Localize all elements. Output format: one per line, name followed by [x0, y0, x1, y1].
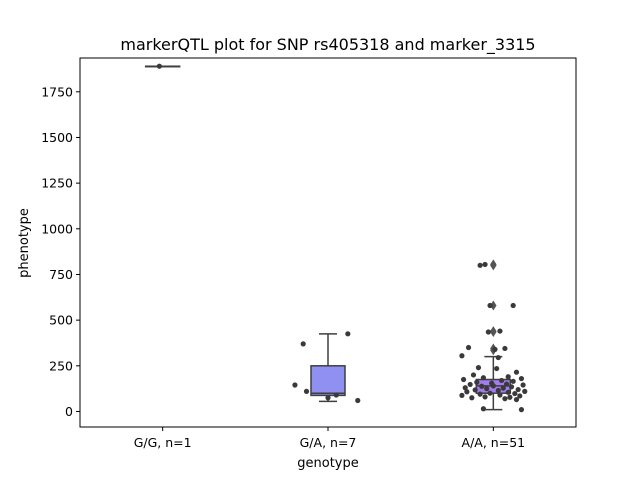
box-iqr: [310, 365, 346, 397]
y-tick-label: 250: [49, 358, 73, 373]
data-point: [487, 302, 493, 309]
data-point: [510, 378, 516, 384]
y-tick-label: 1250: [41, 176, 73, 191]
data-point: [505, 374, 511, 380]
data-point: [325, 395, 331, 401]
data-point: [472, 387, 478, 393]
data-point: [512, 390, 518, 397]
data-point: [156, 63, 162, 69]
data-point: [497, 328, 503, 334]
x-tick-label: G/G, n=1: [134, 435, 192, 450]
y-tick-label: 1750: [41, 84, 73, 99]
y-tick-label: 500: [49, 313, 73, 328]
data-point: [522, 388, 528, 394]
data-point: [497, 392, 503, 398]
data-point: [517, 393, 523, 399]
y-tick-label: 1500: [41, 130, 73, 145]
data-point: [502, 345, 508, 352]
data-point: [500, 385, 506, 391]
data-point: [355, 397, 361, 404]
data-point: [345, 331, 351, 337]
data-point: [300, 341, 306, 347]
data-point: [513, 396, 520, 403]
data-point: [508, 384, 515, 390]
data-point: [507, 394, 513, 400]
x-axis-label: genotype: [297, 456, 358, 471]
data-point: [482, 394, 488, 400]
data-point: [292, 382, 298, 388]
data-point: [494, 365, 500, 372]
data-point: [518, 407, 525, 413]
data-point: [480, 375, 487, 381]
data-point: [513, 369, 520, 375]
data-point: [477, 262, 483, 268]
data-point: [462, 385, 468, 391]
data-point: [484, 386, 490, 392]
data-point: [475, 365, 482, 371]
data-point: [467, 381, 473, 388]
data-point: [490, 383, 496, 389]
data-point: [518, 375, 525, 382]
y-axis-label: phenotype: [17, 208, 32, 278]
data-point: [333, 392, 339, 398]
data-point: [503, 381, 510, 387]
data-point: [465, 344, 472, 351]
data-point: [499, 377, 505, 384]
data-point: [459, 392, 465, 398]
data-point: [485, 329, 491, 335]
data-point: [303, 388, 310, 394]
data-point: [474, 379, 480, 385]
box-flier: [490, 300, 497, 311]
data-point: [482, 261, 488, 268]
data-point: [480, 406, 487, 412]
data-point: [515, 386, 521, 393]
x-tick-label: G/A, n=7: [300, 435, 357, 450]
box-flier: [490, 259, 497, 270]
data-point: [460, 376, 467, 383]
data-point: [469, 395, 475, 401]
data-point: [492, 346, 498, 352]
data-point: [495, 354, 501, 361]
plot-frame: [79, 57, 577, 428]
y-tick-label: 0: [65, 404, 73, 419]
data-point: [510, 302, 516, 309]
data-point: [459, 353, 465, 359]
y-tick-label: 750: [49, 267, 73, 282]
y-tick-label: 1000: [41, 221, 73, 236]
data-point: [520, 382, 526, 388]
data-point: [495, 387, 501, 394]
chart-title: markerQTL plot for SNP rs405318 and mark…: [120, 35, 535, 55]
data-point: [464, 389, 470, 395]
data-point: [505, 389, 511, 395]
data-point: [470, 372, 477, 378]
data-point: [477, 391, 483, 397]
data-point: [487, 390, 493, 396]
data-point: [479, 383, 485, 389]
data-point: [502, 396, 508, 402]
box-flier: [490, 326, 497, 337]
x-tick-label: A/A, n=51: [462, 435, 526, 450]
